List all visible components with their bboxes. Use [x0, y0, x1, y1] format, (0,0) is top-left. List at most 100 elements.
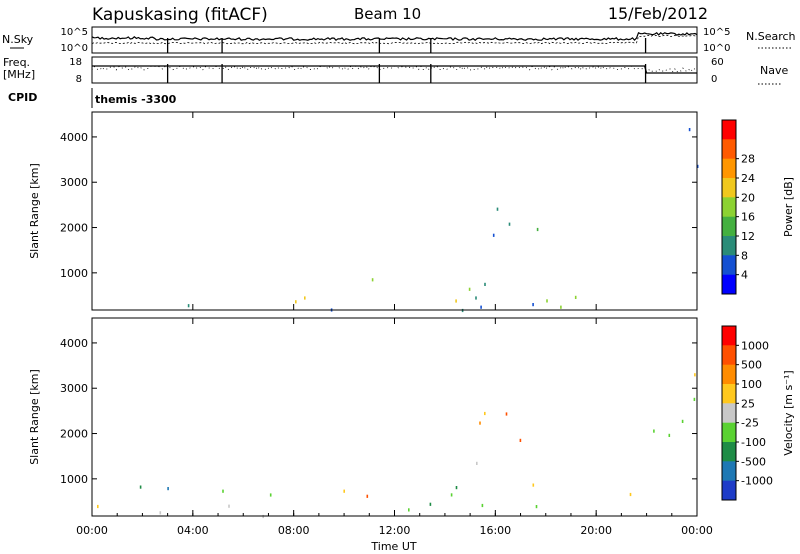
power-cell	[187, 304, 190, 308]
power-cell	[496, 207, 499, 211]
velocity-colorbar-swatch	[722, 364, 736, 385]
cpid-label: CPID	[8, 91, 37, 104]
nsearch-tick-bottom: 10^0	[703, 43, 730, 54]
power-cell	[475, 296, 477, 300]
velocity-cell	[455, 486, 458, 490]
power-cell	[304, 296, 306, 300]
power-cell	[295, 300, 297, 304]
velocity-ytick-label: 1000	[60, 473, 88, 486]
velocity-colorbar-tick-label: -25	[741, 417, 759, 430]
power-colorbar-tick-label: 24	[741, 172, 755, 185]
freq-tick-top: 18	[69, 57, 82, 68]
time-axis: 00:00 04:00 08:00 12:00 16:00 20:00 00:00	[76, 112, 713, 537]
velocity-colorbar-tick-label: 100	[741, 378, 762, 391]
nsky-tick-bottom: 10^0	[61, 43, 88, 54]
time-tick-label: 12:00	[379, 524, 411, 537]
power-colorbar-swatch	[722, 255, 736, 276]
power-cell	[574, 295, 577, 299]
velocity-colorbar-tick-label: -100	[741, 436, 766, 449]
velocity-y-axis-label: Slant Range [km]	[28, 369, 41, 465]
cpid-strip: CPID themis -3300	[8, 88, 177, 108]
velocity-cell	[343, 489, 345, 493]
freq-trace	[92, 65, 697, 74]
nave-label: Nave	[760, 64, 788, 77]
time-tick-label: 00:00	[681, 524, 713, 537]
velocity-colorbar-frame	[721, 325, 737, 501]
power-ytick-label: 3000	[60, 176, 88, 189]
velocity-panel: 1000 2000 3000 4000 Slant Range [km] 1000 50…	[28, 317, 795, 519]
velocity-colorbar: 1000 500 100 25 -25 -100 -500 -1000	[721, 325, 773, 501]
velocity-cell	[535, 505, 538, 509]
nsearch-trace	[91, 34, 698, 45]
velocity-colorbar-swatch	[722, 403, 736, 424]
velocity-cell	[629, 492, 632, 497]
velocity-cell	[228, 504, 230, 508]
velocity-colorbar-tick-label: 25	[741, 397, 755, 410]
power-cell	[696, 164, 699, 168]
nave-tick-bottom: 0	[711, 74, 717, 85]
power-ytick-label: 2000	[60, 222, 88, 235]
time-tick-label: 08:00	[278, 524, 310, 537]
velocity-cell	[222, 489, 224, 493]
power-colorbar-swatch	[722, 236, 736, 256]
velocity-colorbar-swatch	[722, 326, 736, 346]
date-title: 15/Feb/2012	[608, 4, 708, 23]
freq-frame	[91, 56, 698, 84]
nave-tick-top: 60	[711, 57, 724, 68]
velocity-cell	[668, 433, 671, 437]
power-colorbar-swatch	[722, 178, 736, 198]
nsky-tick-top: 10^5	[61, 27, 88, 38]
velocity-cell	[694, 373, 696, 377]
velocity-cell	[481, 503, 484, 508]
velocity-colorbar-tick-label: -500	[741, 455, 766, 468]
power-panel: 1000 2000 3000 4000 Slant Range [km] 4 8 12 16…	[28, 111, 795, 313]
power-ytick-label: 4000	[60, 131, 88, 144]
nsearch-label: N.Search	[746, 30, 796, 43]
nsky-trace	[91, 31, 698, 41]
velocity-cell	[450, 493, 453, 497]
power-colorbar-tick-label: 8	[741, 249, 748, 262]
nsky-label: N.Sky	[2, 33, 34, 46]
velocity-ytick-label: 4000	[60, 337, 88, 350]
velocity-ytick-label: 2000	[60, 428, 88, 441]
velocity-cell	[159, 511, 162, 515]
time-tick-label: 20:00	[580, 524, 612, 537]
power-colorbar-swatch	[722, 197, 736, 218]
power-colorbar-swatch	[722, 274, 736, 295]
nsky-frame	[91, 26, 698, 54]
velocity-cell	[408, 508, 410, 512]
velocity-cell	[681, 419, 684, 423]
velocity-colorbar-swatch	[722, 422, 736, 443]
power-cell	[508, 222, 511, 226]
velocity-cell	[532, 483, 535, 487]
power-colorbar-frame	[721, 119, 737, 295]
power-colorbar-tick-label: 28	[741, 153, 755, 166]
velocity-colorbar-swatch	[722, 384, 736, 404]
nave-trace	[91, 65, 698, 73]
power-colorbar-swatch	[722, 139, 736, 160]
velocity-colorbar-swatch	[722, 345, 736, 366]
velocity-cell	[139, 485, 142, 489]
power-cell	[560, 305, 562, 309]
power-colorbar-tick-label: 16	[741, 211, 755, 224]
time-tick-label: 16:00	[479, 524, 511, 537]
power-axes: 1000 2000 3000 4000	[60, 131, 697, 280]
power-colorbar-tick-label: 20	[741, 191, 755, 204]
velocity-axes: 1000 2000 3000 4000	[60, 337, 697, 486]
power-y-axis-label: Slant Range [km]	[28, 163, 41, 259]
beam-title: Beam 10	[354, 5, 421, 23]
power-cell	[371, 278, 374, 282]
x-axis-label: Time UT	[370, 540, 416, 553]
power-cell	[536, 227, 539, 232]
velocity-cell	[519, 438, 522, 442]
velocity-cell	[167, 487, 169, 491]
freq-tick-bottom: 8	[76, 74, 82, 85]
power-colorbar: 4 8 12 16 20 24 28	[721, 119, 755, 295]
power-colorbar-swatch	[722, 158, 736, 179]
power-cell	[532, 303, 534, 307]
velocity-cell	[476, 461, 478, 465]
power-plot-bg	[92, 112, 697, 310]
power-cell	[468, 287, 471, 291]
power-cell	[455, 299, 457, 303]
